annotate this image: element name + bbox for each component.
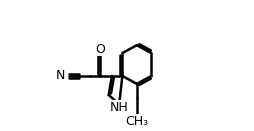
Text: O: O [95, 43, 105, 56]
Text: CH₃: CH₃ [125, 115, 148, 128]
Text: NH: NH [110, 101, 129, 114]
Text: N: N [56, 69, 66, 83]
